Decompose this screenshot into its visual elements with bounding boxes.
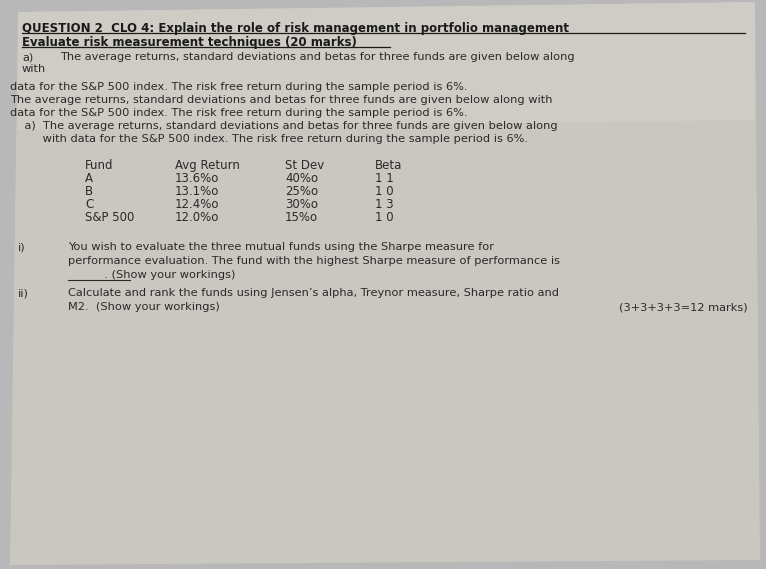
Text: St Dev: St Dev [285, 159, 324, 172]
Text: . (Show your workings): . (Show your workings) [68, 270, 235, 280]
Text: The average returns, standard deviations and betas for three funds are given bel: The average returns, standard deviations… [60, 52, 575, 62]
Text: B: B [85, 185, 93, 198]
Text: data for the S&P 500 index. The risk free return during the sample period is 6%.: data for the S&P 500 index. The risk fre… [10, 108, 467, 118]
Polygon shape [10, 2, 760, 565]
Polygon shape [18, 2, 755, 130]
Text: S&P 500: S&P 500 [85, 211, 134, 224]
Text: a)  The average returns, standard deviations and betas for three funds are given: a) The average returns, standard deviati… [10, 121, 558, 131]
Text: Calculate and rank the funds using Jensen’s alpha, Treynor measure, Sharpe ratio: Calculate and rank the funds using Jense… [68, 288, 559, 298]
Text: You wish to evaluate the three mutual funds using the Sharpe measure for: You wish to evaluate the three mutual fu… [68, 242, 494, 252]
Text: 13.6%o: 13.6%o [175, 172, 219, 185]
Text: with: with [22, 64, 46, 74]
Text: A: A [85, 172, 93, 185]
Text: Avg Return: Avg Return [175, 159, 240, 172]
Text: performance evaluation. The fund with the highest Sharpe measure of performance : performance evaluation. The fund with th… [68, 256, 560, 266]
Text: 1 1: 1 1 [375, 172, 394, 185]
Text: ii): ii) [18, 288, 29, 298]
Text: i): i) [18, 242, 25, 252]
Text: 30%o: 30%o [285, 198, 318, 211]
Text: The average returns, standard deviations and betas for three funds are given bel: The average returns, standard deviations… [10, 95, 552, 105]
Text: with data for the S&P 500 index. The risk free return during the sample period i: with data for the S&P 500 index. The ris… [10, 134, 528, 144]
Text: 12.0%o: 12.0%o [175, 211, 219, 224]
Text: 40%o: 40%o [285, 172, 318, 185]
Text: Fund: Fund [85, 159, 113, 172]
Text: 13.1%o: 13.1%o [175, 185, 219, 198]
Text: a): a) [22, 52, 33, 62]
Text: 1 0: 1 0 [375, 211, 394, 224]
Text: 12.4%o: 12.4%o [175, 198, 220, 211]
Text: (3+3+3+3=12 marks): (3+3+3+3=12 marks) [620, 302, 748, 312]
Text: 15%o: 15%o [285, 211, 318, 224]
Text: C: C [85, 198, 93, 211]
Text: 1 3: 1 3 [375, 198, 394, 211]
Text: Evaluate risk measurement techniques (20 marks): Evaluate risk measurement techniques (20… [22, 36, 357, 49]
Text: M2.  (Show your workings): M2. (Show your workings) [68, 302, 220, 312]
Text: data for the S&P 500 index. The risk free return during the sample period is 6%.: data for the S&P 500 index. The risk fre… [10, 82, 467, 92]
Text: 25%o: 25%o [285, 185, 318, 198]
Text: 1 0: 1 0 [375, 185, 394, 198]
Text: Beta: Beta [375, 159, 402, 172]
Text: QUESTION 2  CLO 4: Explain the role of risk management in portfolio management: QUESTION 2 CLO 4: Explain the role of ri… [22, 22, 569, 35]
